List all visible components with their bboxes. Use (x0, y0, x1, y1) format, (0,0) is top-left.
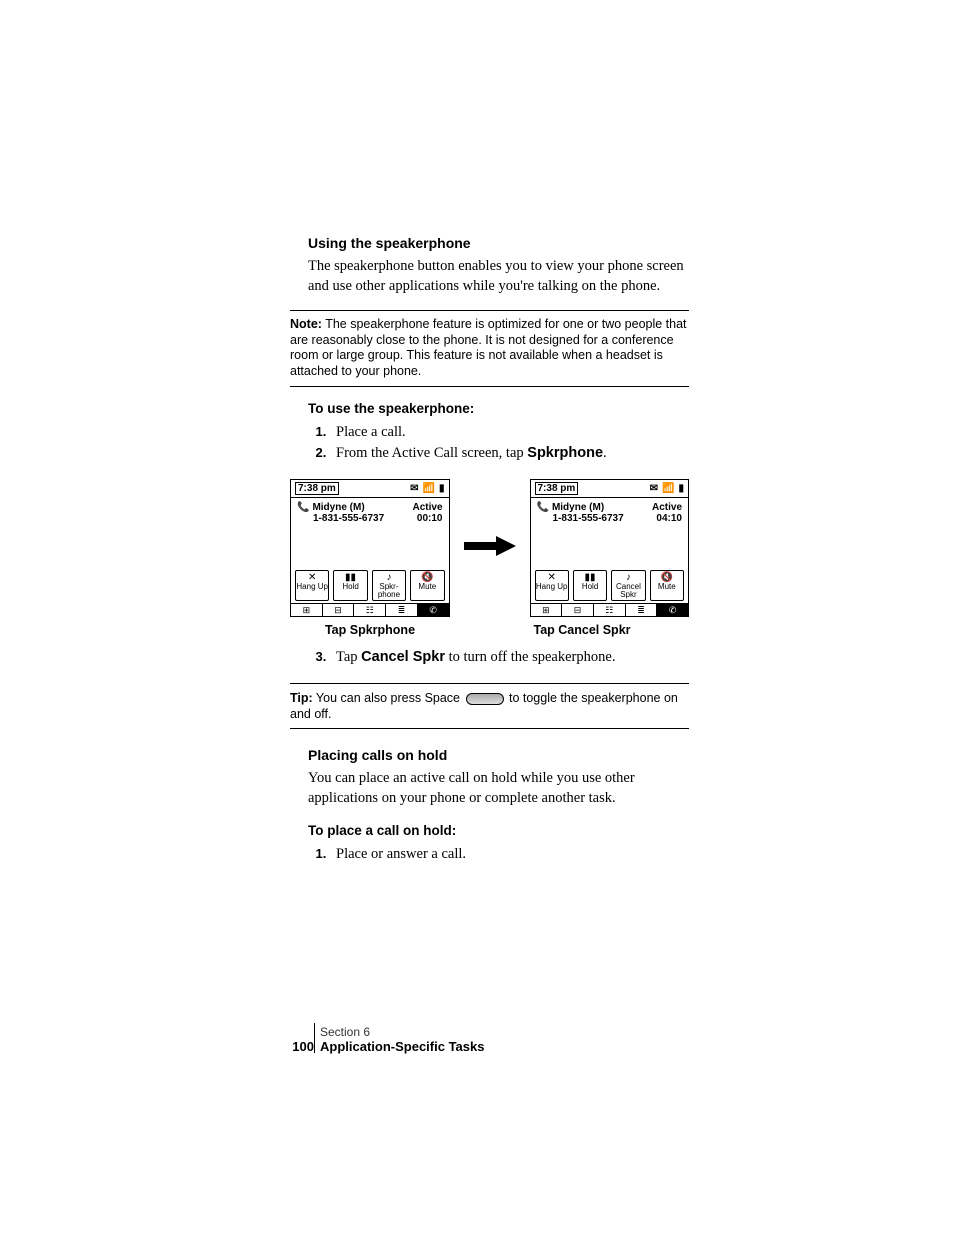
phone-icon[interactable]: ✆ (418, 604, 449, 616)
phone-screen-before: 7:38 pm ✉ 📶 ▮ 📞Midyne (M) Active 1-831-5… (290, 479, 450, 617)
hangup-button[interactable]: ✕Hang Up (535, 570, 569, 601)
tip-text-a: You can also press Space (313, 691, 464, 705)
figure-captions: Tap Spkrphone Tap Cancel Spkr (290, 623, 689, 637)
mail-icon: ✉ (410, 483, 418, 494)
battery-icon: ▮ (678, 483, 684, 494)
status-time: 7:38 pm (295, 482, 339, 495)
figure-row: 7:38 pm ✉ 📶 ▮ 📞Midyne (M) Active 1-831-5… (290, 479, 689, 617)
note-box: Note: The speakerphone feature is optimi… (290, 310, 689, 387)
tip-box: Tip: You can also press Space to toggle … (290, 683, 689, 730)
steps-hold: Place or answer a call. (308, 844, 689, 866)
call-status: Active (412, 502, 442, 513)
signal-icon: 📶 (662, 483, 674, 494)
steps-speakerphone-cont: Tap Cancel Spkr to turn off the speakerp… (308, 647, 689, 669)
call-status: Active (652, 502, 682, 513)
para-speakerphone-intro: The speakerphone button enables you to v… (308, 257, 689, 296)
step-hold-1: Place or answer a call. (330, 844, 689, 866)
cancel-spkr-button[interactable]: ♪Cancel Spkr (611, 570, 645, 601)
manual-page: Using the speakerphone The speakerphone … (0, 0, 954, 1054)
nav-bar: ⊞⊟☷≣✆ (531, 603, 689, 616)
procedure-title-hold: To place a call on hold: (308, 823, 689, 838)
nav-bar: ⊞⊟☷≣✆ (291, 603, 449, 616)
procedure-title-speakerphone: To use the speakerphone: (308, 401, 689, 416)
call-duration: 00:10 (417, 513, 443, 524)
caller-number: 1-831-555-6737 (553, 513, 624, 524)
mute-button[interactable]: 🔇Mute (650, 570, 684, 601)
step-1: Place a call. (330, 422, 689, 444)
heading-hold: Placing calls on hold (308, 747, 689, 763)
dialpad-icon[interactable]: ⊟ (323, 604, 355, 616)
space-key-icon (466, 693, 504, 705)
footer-title: Application-Specific Tasks (320, 1039, 484, 1054)
call-duration: 04:10 (656, 513, 682, 524)
phone-icon[interactable]: ✆ (657, 604, 688, 616)
phone-screen-after: 7:38 pm ✉ 📶 ▮ 📞Midyne (M) Active 1-831-5… (530, 479, 690, 617)
footer-divider (314, 1023, 315, 1053)
hold-button[interactable]: ▮▮Hold (573, 570, 607, 601)
handset-icon: 📞 (297, 502, 309, 513)
para-hold-intro: You can place an active call on hold whi… (308, 769, 689, 808)
menu-icon[interactable]: ≣ (386, 604, 418, 616)
page-number: 100 (290, 1039, 314, 1054)
heading-speakerphone: Using the speakerphone (308, 235, 689, 251)
caption-cancel-spkr: Tap Cancel Spkr (502, 623, 662, 637)
tip-label: Tip: (290, 691, 313, 705)
hold-button[interactable]: ▮▮Hold (333, 570, 367, 601)
status-bar: 7:38 pm ✉ 📶 ▮ (531, 480, 689, 498)
arrow-icon (464, 536, 516, 561)
grid-icon[interactable]: ⊞ (531, 604, 563, 616)
dialpad-icon[interactable]: ⊟ (562, 604, 594, 616)
steps-speakerphone: Place a call. From the Active Call scree… (308, 422, 689, 466)
note-label: Note: (290, 317, 322, 331)
button-row: ✕Hang Up ▮▮Hold ♪Spkr- phone 🔇Mute (291, 570, 449, 603)
mail-icon: ✉ (650, 483, 658, 494)
list-icon[interactable]: ☷ (354, 604, 386, 616)
hangup-button[interactable]: ✕Hang Up (295, 570, 329, 601)
menu-icon[interactable]: ≣ (626, 604, 658, 616)
battery-icon: ▮ (439, 483, 445, 494)
handset-icon: 📞 (537, 502, 549, 513)
step-2: From the Active Call screen, tap Spkrpho… (330, 443, 689, 465)
button-row: ✕Hang Up ▮▮Hold ♪Cancel Spkr 🔇Mute (531, 570, 689, 603)
caption-spkrphone: Tap Spkrphone (290, 623, 450, 637)
footer-section: Section 6 (320, 1025, 689, 1039)
caller-name: Midyne (M) (552, 502, 604, 513)
note-text: The speakerphone feature is optimized fo… (290, 317, 687, 378)
page-footer: Section 6 100 Application-Specific Tasks (290, 1025, 689, 1054)
signal-icon: 📶 (423, 483, 435, 494)
list-icon[interactable]: ☷ (594, 604, 626, 616)
call-info: 📞Midyne (M) Active 1-831-555-6737 00:10 (291, 498, 449, 570)
status-bar: 7:38 pm ✉ 📶 ▮ (291, 480, 449, 498)
grid-icon[interactable]: ⊞ (291, 604, 323, 616)
call-info: 📞Midyne (M) Active 1-831-555-6737 04:10 (531, 498, 689, 570)
caller-name: Midyne (M) (312, 502, 364, 513)
step-3: Tap Cancel Spkr to turn off the speakerp… (330, 647, 689, 669)
status-time: 7:38 pm (535, 482, 579, 495)
mute-button[interactable]: 🔇Mute (410, 570, 444, 601)
caller-number: 1-831-555-6737 (313, 513, 384, 524)
spkrphone-button[interactable]: ♪Spkr- phone (372, 570, 406, 601)
